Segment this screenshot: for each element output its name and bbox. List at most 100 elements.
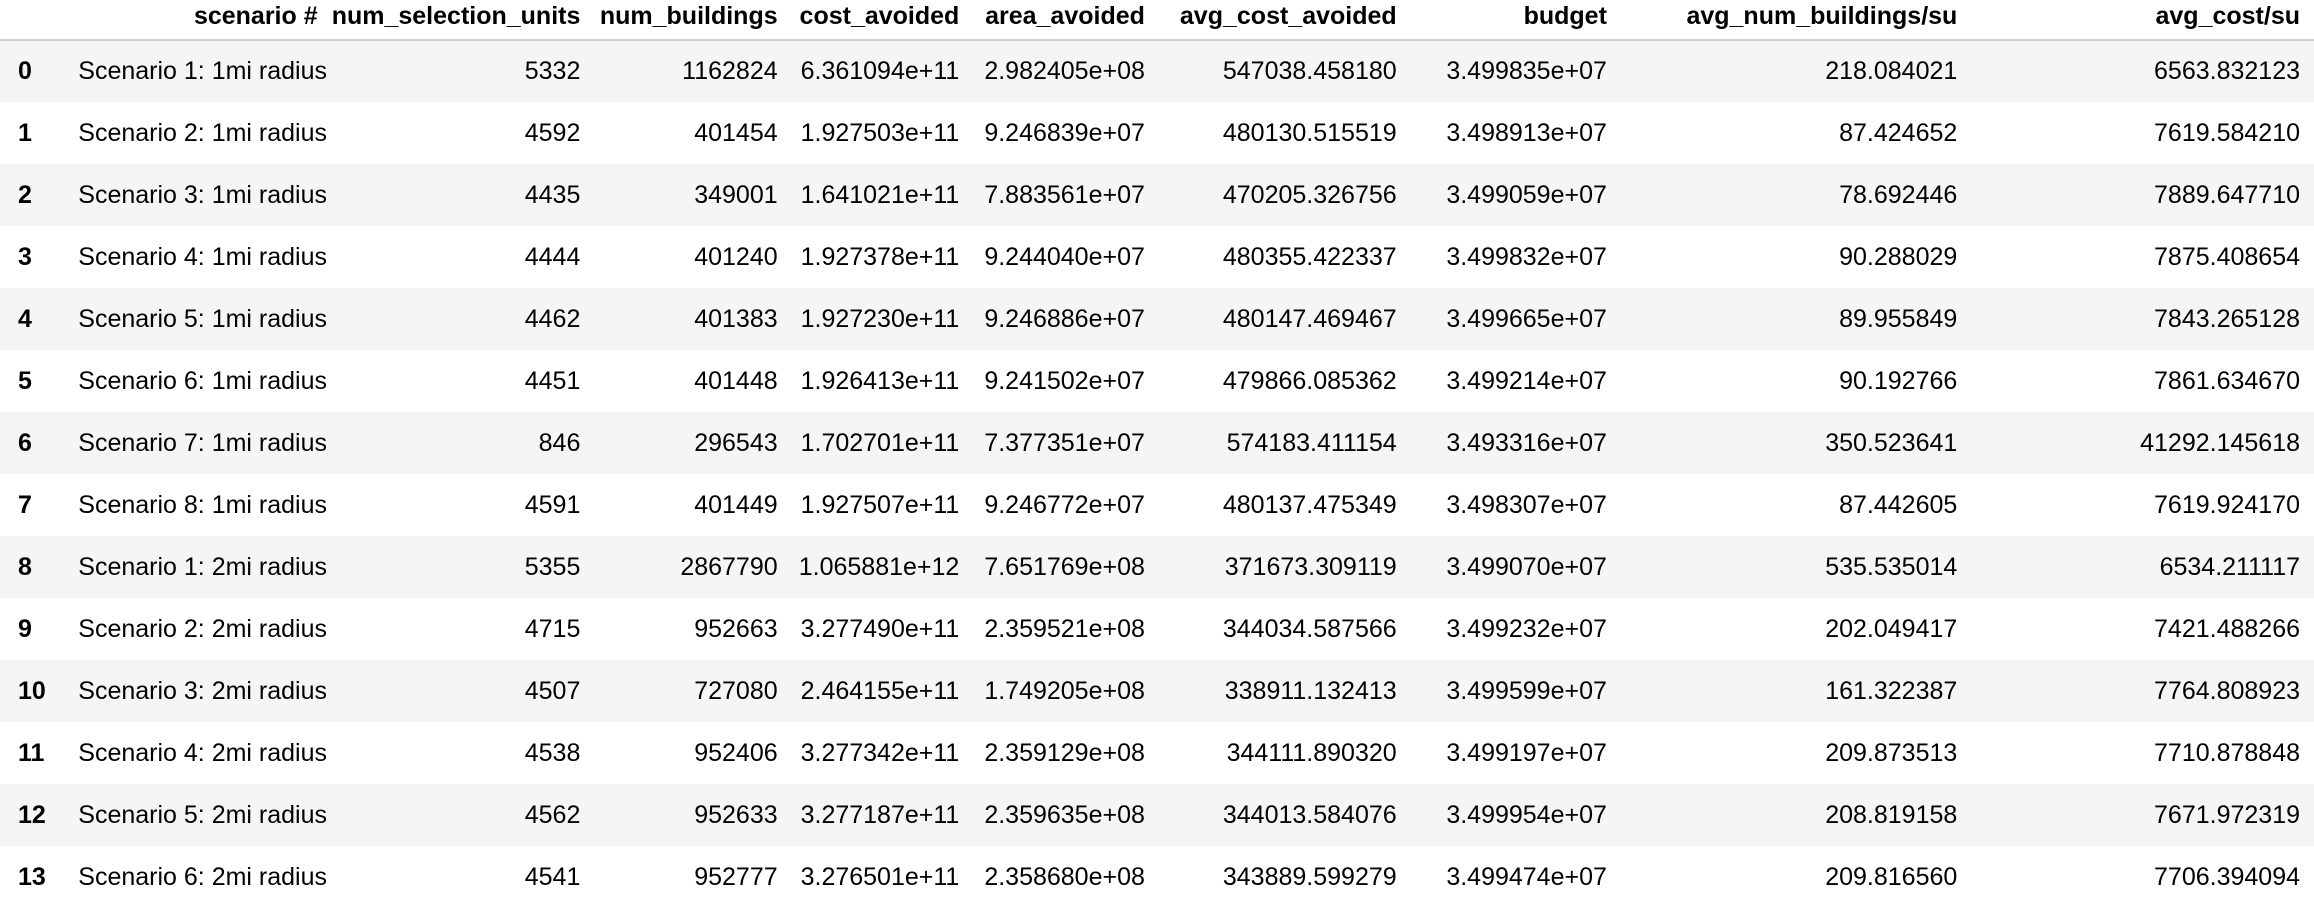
table-row: 3 Scenario 4: 1mi radius 4444 401240 1.92737…: [0, 226, 2314, 288]
cell-num-buildings: 401449: [694, 490, 778, 519]
table-row: 10 Scenario 3: 2mi radius 4507 727080 2.4641…: [0, 660, 2314, 722]
cell-cost-avoided: 1.702701e+11: [800, 428, 960, 457]
cell-avg-num-buildings-su: 89.955849: [1839, 304, 1958, 333]
row-index: 6: [18, 428, 32, 457]
cell-budget: 3.499059e+07: [1446, 180, 1607, 209]
cell-avg-cost-avoided: 344111.890320: [1226, 738, 1397, 767]
cell-cost-avoided: 3.277342e+11: [800, 738, 960, 767]
table-row: 6 Scenario 7: 1mi radius 846 296543 1.702701…: [0, 412, 2314, 474]
cell-area-avoided: 2.359521e+08: [984, 614, 1145, 643]
cell-scenario: Scenario 6: 1mi radius: [78, 366, 328, 395]
cell-scenario: Scenario 2: 1mi radius: [78, 118, 328, 147]
cell-avg-num-buildings-su: 161.322387: [1825, 676, 1958, 705]
row-index: 7: [18, 490, 32, 519]
table-row: 11 Scenario 4: 2mi radius 4538 952406 3.2773…: [0, 722, 2314, 784]
cell-area-avoided: 9.244040e+07: [984, 242, 1145, 271]
cell-avg-cost-su: 6563.832123: [2154, 57, 2300, 85]
cell-num-selection-units: 4715: [524, 614, 581, 643]
cell-avg-cost-su: 7619.924170: [2154, 490, 2300, 519]
cell-avg-cost-su: 7421.488266: [2154, 614, 2300, 643]
column-header-cost-avoided: cost_avoided: [791, 0, 974, 41]
cell-avg-cost-avoided: 480137.475349: [1222, 490, 1397, 519]
cell-scenario: Scenario 5: 2mi radius: [78, 800, 328, 829]
cell-scenario: Scenario 4: 1mi radius: [78, 242, 328, 271]
cell-avg-num-buildings-su: 350.523641: [1825, 428, 1958, 457]
cell-avg-cost-su: 7764.808923: [2154, 676, 2300, 705]
cell-avg-num-buildings-su: 90.288029: [1839, 242, 1958, 271]
table-row: 12 Scenario 5: 2mi radius 4562 952633 3.2771…: [0, 784, 2314, 846]
cell-avg-cost-su: 6534.211117: [2159, 552, 2300, 581]
cell-num-buildings: 1162824: [682, 57, 778, 85]
cell-budget: 3.498307e+07: [1446, 490, 1607, 519]
cell-avg-num-buildings-su: 87.424652: [1839, 118, 1958, 147]
cell-num-selection-units: 846: [538, 428, 581, 457]
cell-cost-avoided: 3.276501e+11: [800, 862, 960, 891]
cell-num-buildings: 952633: [694, 800, 778, 829]
column-header-avg-num-buildings-su: avg_num_buildings/su: [1620, 0, 1972, 41]
cell-budget: 3.499232e+07: [1446, 614, 1607, 643]
cell-num-selection-units: 5355: [524, 552, 581, 581]
row-index: 3: [18, 242, 32, 271]
index-header: [0, 0, 63, 41]
cell-avg-cost-avoided: 480147.469467: [1222, 304, 1397, 333]
cell-cost-avoided: 2.464155e+11: [800, 676, 960, 705]
cell-scenario: Scenario 1: 2mi radius: [78, 552, 328, 581]
row-index: 5: [18, 366, 32, 395]
cell-scenario: Scenario 3: 1mi radius: [78, 180, 328, 209]
table-row: 13 Scenario 6: 2mi radius 4541 952777 3.2765…: [0, 846, 2314, 908]
cell-area-avoided: 2.359129e+08: [984, 738, 1145, 767]
row-index: 0: [18, 57, 32, 85]
row-index: 2: [18, 180, 32, 209]
cell-avg-num-buildings-su: 78.692446: [1839, 180, 1958, 209]
cell-num-selection-units: 4541: [524, 862, 581, 891]
cell-avg-num-buildings-su: 87.442605: [1839, 490, 1958, 519]
cell-avg-cost-avoided: 547038.458180: [1222, 57, 1397, 85]
cell-budget: 3.499197e+07: [1446, 738, 1607, 767]
cell-cost-avoided: 1.926413e+11: [800, 366, 960, 395]
table-row: 4 Scenario 5: 1mi radius 4462 401383 1.92723…: [0, 288, 2314, 350]
cell-budget: 3.499954e+07: [1446, 800, 1607, 829]
cell-avg-cost-avoided: 338911.132413: [1224, 676, 1397, 705]
row-index: 1: [18, 118, 32, 147]
cell-budget: 3.499214e+07: [1446, 366, 1607, 395]
cell-cost-avoided: 1.065881e+12: [798, 552, 960, 581]
cell-avg-cost-avoided: 344034.587566: [1222, 614, 1397, 643]
cell-area-avoided: 2.982405e+08: [984, 57, 1145, 85]
column-header-avg-cost-avoided: avg_cost_avoided: [1158, 0, 1411, 41]
cell-avg-cost-su: 7843.265128: [2154, 304, 2300, 333]
cell-cost-avoided: 1.927507e+11: [800, 490, 960, 519]
column-header-budget: budget: [1410, 0, 1621, 41]
table-header: scenario # num_selection_units num_build…: [0, 0, 2314, 41]
cell-num-buildings: 401448: [694, 366, 778, 395]
cell-num-selection-units: 4444: [524, 242, 581, 271]
cell-cost-avoided: 6.361094e+11: [800, 57, 960, 85]
cell-cost-avoided: 1.927503e+11: [800, 118, 960, 147]
cell-cost-avoided: 3.277490e+11: [800, 614, 960, 643]
cell-area-avoided: 9.246772e+07: [984, 490, 1145, 519]
cell-num-selection-units: 4451: [524, 366, 581, 395]
cell-scenario: Scenario 5: 1mi radius: [78, 304, 328, 333]
table-row: 7 Scenario 8: 1mi radius 4591 401449 1.92750…: [0, 474, 2314, 536]
cell-budget: 3.493316e+07: [1446, 428, 1607, 457]
cell-num-buildings: 727080: [694, 676, 778, 705]
table-row: 8 Scenario 1: 2mi radius 5355 2867790 1.0658…: [0, 536, 2314, 598]
table-body: 0 Scenario 1: 1mi radius 5332 1162824 6.3610…: [0, 40, 2314, 908]
cell-avg-cost-avoided: 470205.326756: [1222, 180, 1397, 209]
cell-area-avoided: 7.883561e+07: [984, 180, 1145, 209]
cell-num-buildings: 952406: [694, 738, 778, 767]
cell-num-buildings: 401240: [694, 242, 778, 271]
cell-avg-cost-su: 41292.145618: [2140, 428, 2300, 457]
cell-num-selection-units: 4592: [524, 118, 581, 147]
cell-area-avoided: 1.749205e+08: [984, 676, 1145, 705]
cell-budget: 3.499599e+07: [1446, 676, 1607, 705]
cell-area-avoided: 9.246886e+07: [984, 304, 1145, 333]
cell-avg-cost-avoided: 574183.411154: [1226, 428, 1397, 457]
cell-num-selection-units: 5332: [524, 57, 581, 85]
cell-area-avoided: 7.377351e+07: [984, 428, 1145, 457]
column-header-num-selection-units: num_selection_units: [329, 0, 595, 41]
cell-budget: 3.499070e+07: [1446, 552, 1607, 581]
cell-scenario: Scenario 2: 2mi radius: [78, 614, 328, 643]
cell-num-selection-units: 4462: [524, 304, 581, 333]
row-index: 10: [18, 676, 46, 705]
